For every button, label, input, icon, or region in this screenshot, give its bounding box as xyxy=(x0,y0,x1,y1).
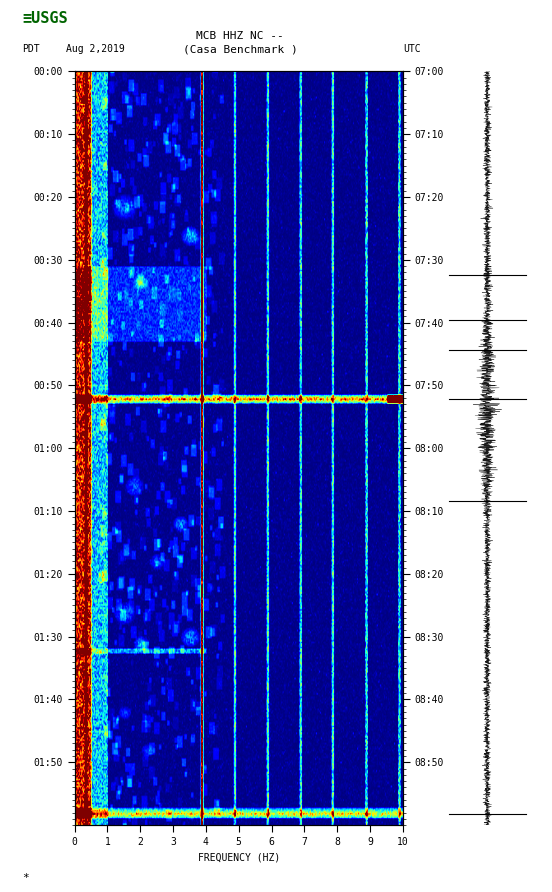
Text: MCB HHZ NC --: MCB HHZ NC -- xyxy=(197,30,284,41)
X-axis label: FREQUENCY (HZ): FREQUENCY (HZ) xyxy=(198,853,280,863)
Text: *: * xyxy=(22,873,29,883)
Text: Aug 2,2019: Aug 2,2019 xyxy=(66,44,125,54)
Text: (Casa Benchmark ): (Casa Benchmark ) xyxy=(183,44,298,54)
Text: ≡USGS: ≡USGS xyxy=(22,11,68,26)
Text: UTC: UTC xyxy=(403,44,421,54)
Text: PDT: PDT xyxy=(22,44,40,54)
